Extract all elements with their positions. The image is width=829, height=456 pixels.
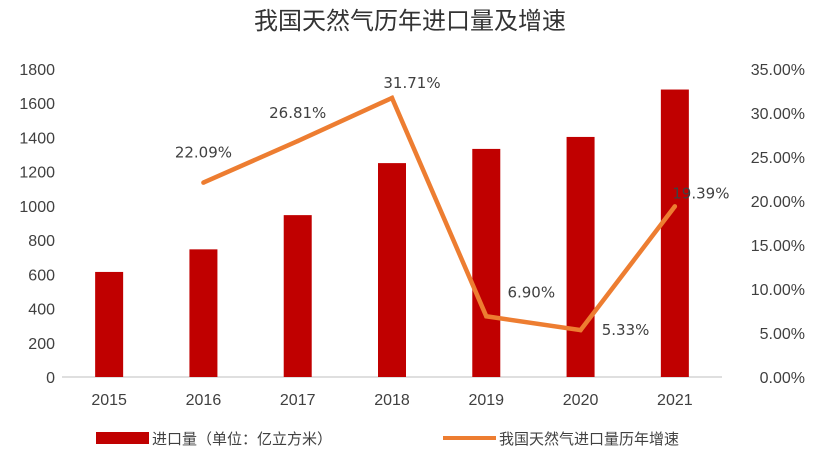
right-axis-tick-label: 30.00%: [751, 106, 805, 123]
x-axis-tick-label: 2015: [91, 392, 127, 409]
x-axis-tick-label: 2018: [374, 392, 410, 409]
bar-2017: [283, 215, 312, 377]
left-axis-tick-label: 1000: [19, 199, 55, 216]
right-axis-tick-label: 0.00%: [760, 370, 805, 387]
line-point-2018: [389, 95, 395, 101]
chart-title: 我国天然气历年进口量及增速: [254, 7, 566, 35]
x-axis-tick-label: 2019: [468, 392, 504, 409]
right-axis-tick-label: 10.00%: [751, 282, 805, 299]
bar-2016: [189, 249, 218, 377]
line-point-2016: [201, 180, 206, 185]
left-axis-tick-label: 400: [28, 302, 55, 319]
bar-2020: [566, 136, 595, 377]
bar-2018: [378, 163, 406, 377]
x-axis-tick-label: 2021: [657, 392, 693, 409]
line-data-label: 31.71%: [383, 74, 440, 92]
line-point-2017: [295, 138, 300, 144]
left-axis-tick-label: 800: [28, 233, 55, 250]
line-point-2021: [672, 204, 678, 209]
line-data-label: 19.39%: [672, 184, 729, 202]
left-axis-tick-label: 600: [28, 267, 55, 284]
right-y-axis: 0.00% 5.00% 10.00% 15.00% 20.00% 25.00% 30.00%…: [751, 62, 805, 387]
right-axis-tick-label: 20.00%: [751, 194, 805, 211]
right-axis-tick-label: 15.00%: [751, 238, 805, 255]
line-data-label: 26.81%: [269, 104, 326, 122]
left-axis-tick-label: 1200: [19, 165, 55, 182]
left-y-axis: 0 200 400 600 800 1000 1200 1400 1600 1800: [19, 62, 55, 387]
x-axis-tick-label: 2017: [280, 392, 316, 409]
legend-swatch-import-volume: [96, 432, 149, 444]
right-axis-tick-label: 25.00%: [751, 150, 805, 167]
bar-2015: [95, 271, 124, 377]
legend-label-growth-rate: 我国天然气进口量历年增速: [499, 430, 679, 448]
left-axis-tick-label: 0: [46, 370, 55, 387]
line-point-2020: [578, 327, 583, 333]
growth-rate-line: [202, 94, 677, 333]
x-axis: 2015 2016 2017 2018 2019 2020 2021: [91, 392, 692, 409]
line-data-label: 5.33%: [602, 321, 650, 339]
x-axis-tick-label: 2020: [563, 392, 599, 409]
line-point-2019: [484, 314, 489, 319]
legend: 进口量（单位：亿立方米） 我国天然气进口量历年增速: [96, 430, 679, 448]
left-axis-tick-label: 1600: [19, 96, 55, 113]
legend-label-import-volume: 进口量（单位：亿立方米）: [152, 430, 332, 448]
left-axis-tick-label: 200: [28, 336, 55, 353]
line-data-label: 22.09%: [175, 144, 232, 162]
right-axis-tick-label: 35.00%: [751, 62, 805, 79]
bar-2019: [472, 148, 501, 377]
line-series: [201, 94, 678, 333]
bar-series: [95, 89, 689, 378]
left-axis-tick-label: 1400: [19, 130, 55, 147]
left-axis-tick-label: 1800: [19, 62, 55, 79]
bar-2021: [660, 89, 689, 378]
right-axis-tick-label: 5.00%: [760, 326, 805, 343]
line-data-label: 6.90%: [507, 283, 555, 301]
x-axis-tick-label: 2016: [186, 392, 222, 409]
line-data-labels: 22.09% 26.81% 31.71% 6.90% 5.33% 19.39%: [175, 74, 730, 339]
